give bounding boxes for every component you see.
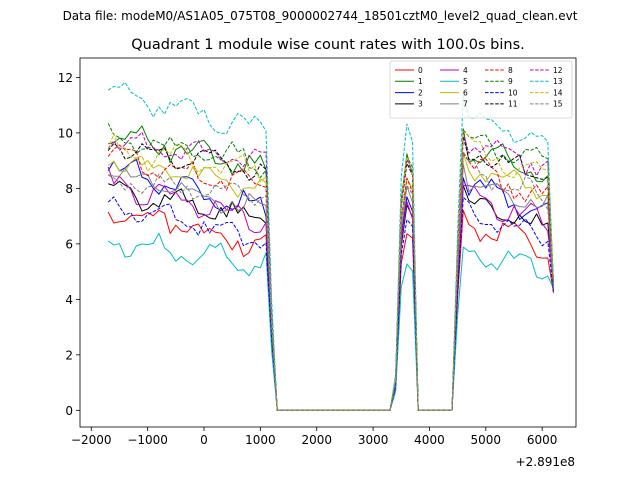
legend-box: [389, 60, 573, 119]
x-offset-text: +2.891e8: [516, 455, 575, 469]
x-tick-label: 2000: [301, 433, 332, 447]
suptitle: Data file: modeM0/AS1A05_075T08_90000027…: [63, 9, 578, 23]
legend-label: 5: [463, 77, 468, 86]
series-line-12: [107, 131, 554, 411]
x-tick-label: 3000: [358, 433, 389, 447]
legend-label: 10: [508, 88, 518, 97]
series-line-15: [107, 150, 554, 411]
legend-label: 15: [553, 100, 563, 109]
legend-label: 3: [418, 100, 423, 109]
legend-label: 1: [418, 77, 423, 86]
legend-label: 8: [508, 66, 513, 75]
legend-label: 12: [553, 66, 563, 75]
legend-label: 7: [463, 100, 468, 109]
legend-label: 0: [418, 66, 423, 75]
legend-label: 13: [553, 77, 563, 86]
y-tick-label: 12: [58, 71, 73, 85]
x-tick-label: −2000: [71, 433, 112, 447]
axis-ticks: −2000 −1000 0 1000 2000 3000 4000 5000 6000 0 2 4 6 8…: [58, 71, 558, 447]
series-line-14: [107, 130, 554, 411]
legend-label: 2: [418, 88, 423, 97]
y-tick-label: 6: [65, 237, 73, 251]
series-layer: [107, 82, 554, 411]
x-tick-label: 1000: [245, 433, 276, 447]
y-tick-label: 0: [65, 404, 73, 418]
x-tick-label: 4000: [414, 433, 445, 447]
x-tick-label: 5000: [471, 433, 502, 447]
chart-title: Quadrant 1 module wise count rates with …: [131, 37, 525, 53]
plot-frame: [79, 57, 577, 428]
legend-label: 9: [508, 77, 513, 86]
x-tick-label: 6000: [527, 433, 558, 447]
y-tick-label: 8: [65, 182, 73, 196]
y-tick-label: 2: [65, 348, 73, 362]
series-line-9: [107, 123, 554, 411]
series-line-8: [107, 144, 554, 411]
legend-label: 6: [463, 88, 468, 97]
y-tick-label: 10: [58, 126, 73, 140]
x-tick-label: −1000: [127, 433, 168, 447]
y-tick-label: 4: [65, 293, 73, 307]
legend-label: 14: [553, 88, 563, 97]
x-tick-label: 0: [200, 433, 208, 447]
legend-label: 4: [463, 66, 468, 75]
legend-label: 11: [508, 100, 518, 109]
